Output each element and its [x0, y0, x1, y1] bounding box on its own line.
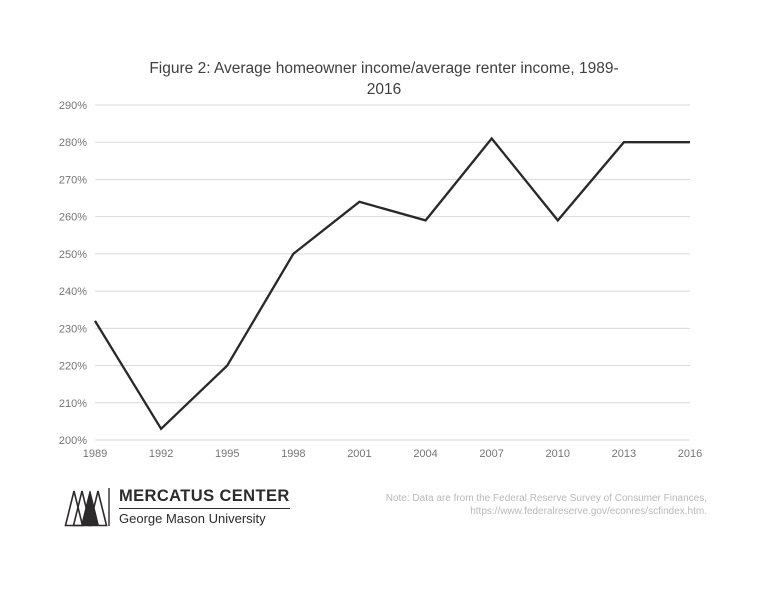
y-axis-tick-label: 280% — [59, 137, 87, 149]
y-axis-tick-label: 200% — [59, 435, 87, 447]
chart-title-line1: Figure 2: Average homeowner income/avera… — [149, 60, 619, 77]
x-axis-tick-label: 2016 — [678, 448, 702, 460]
data-line — [94, 136, 690, 431]
chart-title-line2: 2016 — [366, 81, 402, 98]
footer: MERCATUS CENTER George Mason University … — [0, 484, 768, 544]
y-axis-tick-label: 290% — [59, 100, 87, 112]
y-axis-tick-label: 260% — [59, 212, 87, 224]
x-axis-tick-label: 1995 — [215, 448, 239, 460]
x-axis-tick-label: 2007 — [479, 448, 503, 460]
chart-title: Figure 2: Average homeowner income/avera… — [0, 58, 768, 100]
x-axis-tick-label: 1992 — [149, 448, 173, 460]
y-axis-tick-label: 240% — [59, 286, 87, 298]
y-axis-tick-label: 210% — [59, 398, 87, 410]
x-axis-tick-label: 2004 — [413, 448, 437, 460]
x-axis-tick-label: 1989 — [83, 448, 107, 460]
y-axis-tick-label: 220% — [59, 361, 87, 373]
x-axis-tick-label: 1998 — [281, 448, 305, 460]
x-axis-tick-label: 2013 — [612, 448, 636, 460]
x-axis-tick-label: 2010 — [546, 448, 570, 460]
y-axis-tick-label: 250% — [59, 249, 87, 261]
y-axis-tick-label: 230% — [59, 323, 87, 335]
mercatus-logo-text: MERCATUS CENTER George Mason University — [119, 487, 290, 526]
source-note: Note: Data are from the Federal Reserve … — [386, 493, 707, 518]
line-chart: 200% 210% 220% 230% 240% 250% 260% 270% 280% 290%… — [59, 100, 702, 460]
source-note-line2: https://www.federalreserve.gov/econres/s… — [470, 505, 707, 517]
logo-divider — [119, 508, 290, 509]
x-axis-tick-label: 2001 — [347, 448, 371, 460]
logo-subtitle: George Mason University — [119, 511, 266, 526]
logo-name: MERCATUS CENTER — [119, 487, 290, 505]
source-note-line1: Note: Data are from the Federal Reserve … — [385, 493, 707, 504]
mercatus-logo-mark-icon — [64, 488, 110, 527]
mercatus-logo: MERCATUS CENTER George Mason University — [64, 486, 290, 527]
y-axis-tick-label: 270% — [59, 174, 87, 186]
